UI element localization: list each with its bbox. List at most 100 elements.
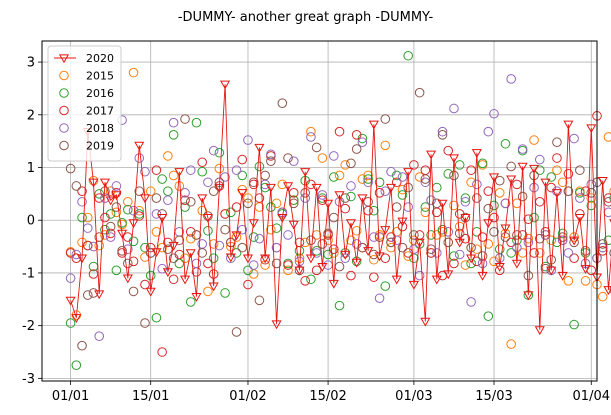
data-point bbox=[391, 275, 402, 285]
data-point bbox=[306, 235, 316, 246]
data-point bbox=[168, 253, 179, 263]
data-point bbox=[157, 213, 168, 223]
data-point bbox=[82, 290, 93, 300]
data-point bbox=[575, 193, 585, 203]
data-point bbox=[237, 224, 248, 235]
grid bbox=[42, 41, 597, 381]
data-point bbox=[140, 242, 150, 253]
data-point bbox=[580, 186, 591, 197]
data-point bbox=[105, 196, 116, 206]
data-point bbox=[346, 181, 356, 191]
y-tick-label: -1 bbox=[22, 266, 35, 281]
data-point bbox=[420, 207, 431, 218]
data-point bbox=[443, 227, 454, 237]
data-point bbox=[231, 327, 242, 337]
data-point bbox=[437, 126, 448, 137]
data-point bbox=[266, 149, 276, 160]
data-point bbox=[134, 141, 145, 151]
data-point bbox=[65, 248, 76, 258]
data-point bbox=[300, 188, 310, 198]
data-point bbox=[145, 287, 156, 297]
data-point bbox=[569, 236, 580, 246]
plot-frame bbox=[41, 40, 598, 382]
data-point bbox=[488, 173, 500, 183]
data-point bbox=[266, 156, 276, 166]
data-point bbox=[77, 237, 87, 248]
data-point bbox=[363, 247, 374, 257]
data-point bbox=[163, 151, 173, 161]
data-point bbox=[277, 98, 288, 109]
data-point bbox=[306, 274, 316, 285]
data-point bbox=[409, 244, 419, 255]
data-point bbox=[460, 260, 471, 270]
data-point bbox=[271, 223, 282, 233]
data-point bbox=[380, 114, 391, 124]
data-point bbox=[506, 339, 516, 349]
data-point bbox=[208, 253, 219, 263]
data-point bbox=[557, 228, 568, 239]
data-point bbox=[265, 183, 276, 193]
data-point bbox=[151, 248, 162, 258]
data-point bbox=[105, 228, 116, 239]
data-point bbox=[248, 177, 259, 188]
data-point bbox=[105, 186, 116, 197]
data-point bbox=[408, 280, 419, 290]
data-point bbox=[540, 227, 551, 237]
data-point bbox=[609, 187, 611, 195]
data-point bbox=[243, 193, 253, 203]
data-point bbox=[391, 235, 402, 246]
data-point bbox=[283, 260, 293, 270]
y-tick-label: 2 bbox=[27, 108, 35, 123]
data-point bbox=[551, 189, 563, 199]
data-point bbox=[203, 225, 213, 236]
data-point bbox=[569, 319, 579, 330]
data-point bbox=[346, 191, 356, 202]
data-point bbox=[77, 186, 87, 197]
data-point bbox=[94, 193, 105, 203]
data-point bbox=[529, 182, 539, 193]
data-point bbox=[117, 229, 128, 239]
data-point bbox=[437, 224, 448, 235]
data-point bbox=[426, 195, 436, 205]
data-point bbox=[157, 242, 167, 253]
data-point bbox=[529, 164, 540, 174]
data-point bbox=[71, 249, 82, 260]
data-point bbox=[586, 200, 597, 211]
data-point bbox=[260, 182, 270, 193]
data-point bbox=[329, 172, 339, 182]
data-point bbox=[403, 50, 413, 61]
data-point bbox=[472, 179, 482, 190]
data-point bbox=[477, 271, 488, 281]
data-point bbox=[494, 175, 505, 186]
data-point bbox=[443, 270, 454, 280]
legend-label: 2020 bbox=[86, 52, 114, 65]
legend-marker bbox=[59, 123, 69, 133]
data-point bbox=[586, 124, 597, 134]
data-point bbox=[489, 108, 499, 119]
data-point bbox=[363, 196, 373, 207]
data-point bbox=[391, 202, 402, 212]
data-point bbox=[500, 138, 511, 149]
data-point bbox=[168, 130, 179, 140]
data-point bbox=[586, 188, 597, 198]
data-point bbox=[448, 154, 460, 164]
data-point bbox=[179, 275, 191, 285]
data-point bbox=[163, 186, 173, 197]
data-point bbox=[603, 132, 611, 142]
legend-marker bbox=[58, 54, 70, 64]
data-point bbox=[208, 282, 219, 292]
data-point bbox=[517, 191, 528, 202]
data-point bbox=[397, 184, 408, 195]
data-point bbox=[534, 326, 545, 336]
data-point bbox=[369, 249, 379, 260]
data-point bbox=[111, 181, 122, 191]
data-point bbox=[185, 297, 196, 307]
x-tick-label: 15/02 bbox=[309, 389, 346, 404]
axes: -3 -2 -1 0 1 2 3 01/01 15/01 01/02 15/02 01/03 15/03… bbox=[22, 56, 610, 404]
data-point bbox=[191, 117, 202, 128]
data-point bbox=[94, 232, 105, 242]
data-point bbox=[174, 235, 185, 246]
data-point bbox=[472, 193, 482, 203]
data-point bbox=[529, 135, 539, 145]
data-point bbox=[397, 190, 408, 200]
